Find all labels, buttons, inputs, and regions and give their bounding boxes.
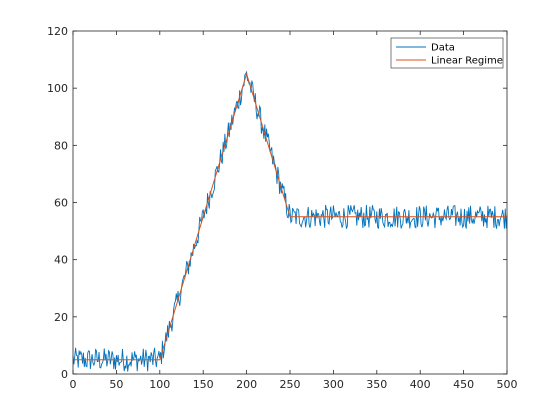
series-layer <box>72 70 508 372</box>
legend-label: Linear Regime <box>431 56 503 67</box>
x-tick-label: 300 <box>323 378 344 391</box>
x-tick-label: 400 <box>410 378 431 391</box>
x-tick-label: 50 <box>109 378 123 391</box>
y-tick-label: 80 <box>54 139 68 152</box>
series-linear-regime-line <box>73 72 507 361</box>
y-tick-label: 120 <box>47 25 68 38</box>
x-tick-label: 250 <box>280 378 301 391</box>
plot-background <box>73 31 507 374</box>
legend: Data Linear Regime <box>390 37 504 69</box>
x-tick-label: 350 <box>366 378 387 391</box>
legend-box <box>390 37 504 69</box>
y-tick-label: 20 <box>54 311 68 324</box>
y-tick-label: 0 <box>61 368 68 381</box>
plot-area <box>73 31 507 374</box>
x-tick-label: 500 <box>497 378 518 391</box>
ticks: 0 50 100 150 200 250 300 350 400 450 500 0 20 40 60 80 1… <box>47 25 518 391</box>
y-tick-label: 60 <box>54 197 68 210</box>
y-tick-label: 100 <box>47 82 68 95</box>
x-tick-label: 0 <box>70 378 77 391</box>
y-tick-label: 40 <box>54 254 68 267</box>
legend-label: Data <box>431 43 455 54</box>
x-tick-label: 200 <box>236 378 257 391</box>
x-tick-label: 100 <box>149 378 170 391</box>
x-tick-label: 450 <box>453 378 474 391</box>
series-data-line <box>72 70 508 372</box>
x-tick-label: 150 <box>193 378 214 391</box>
